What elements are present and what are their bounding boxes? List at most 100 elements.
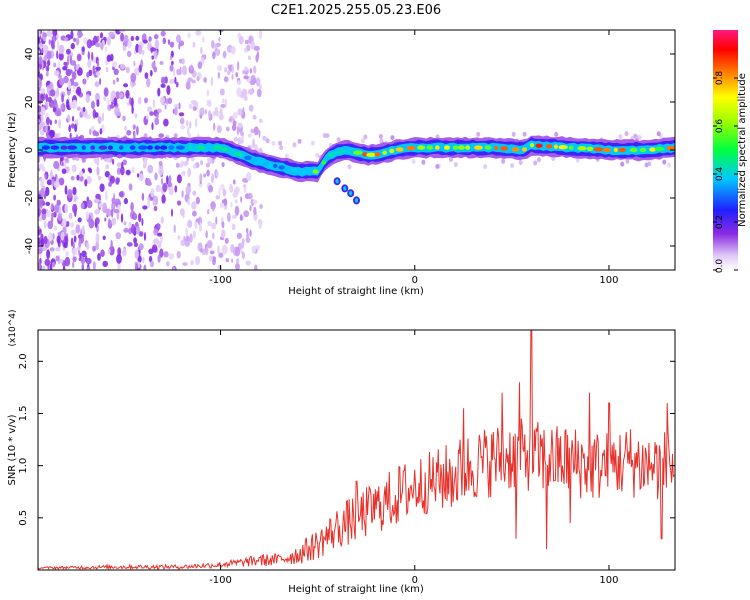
ridge-blob — [159, 145, 168, 150]
noise-speck — [106, 36, 111, 46]
noise-speck — [176, 250, 181, 259]
noise-speck — [141, 218, 144, 226]
top-x-ticks: -100 0 100 — [209, 30, 619, 286]
noise-speck — [103, 87, 109, 97]
noise-speck — [42, 44, 49, 53]
ridge-blob — [426, 145, 434, 150]
noise-speck — [63, 61, 68, 66]
noise-speck — [113, 209, 120, 214]
noise-speck — [68, 69, 73, 74]
noise-speck — [44, 174, 48, 180]
snr-frame — [37, 329, 676, 571]
noise-speck — [218, 36, 221, 42]
noise-speck — [215, 216, 218, 225]
noise-speck — [231, 214, 237, 219]
noise-speck — [53, 160, 60, 170]
noise-speck — [60, 231, 65, 241]
noise-speck — [51, 212, 55, 218]
noise-speck — [131, 105, 134, 115]
noise-speck — [53, 180, 60, 189]
noise-speck — [61, 161, 64, 167]
noise-speck — [131, 166, 135, 174]
noise-speck — [243, 210, 250, 218]
noise-speck — [158, 133, 164, 139]
noise-speck — [191, 201, 197, 210]
ridge-blob — [593, 147, 603, 152]
noise-speck — [141, 192, 145, 201]
noise-speck — [92, 245, 96, 252]
noise-speck — [647, 161, 652, 167]
noise-speck — [56, 50, 59, 60]
ridge-blob — [465, 145, 471, 150]
noise-speck — [51, 39, 55, 50]
noise-speck — [160, 96, 165, 104]
branch-core — [354, 198, 359, 203]
noise-speck — [80, 256, 86, 265]
noise-speck — [38, 262, 41, 270]
noise-speck — [157, 254, 161, 263]
ridge-blob — [283, 166, 293, 172]
noise-speck — [116, 162, 123, 168]
noise-speck — [120, 213, 124, 223]
noise-speck — [142, 49, 145, 56]
noise-speck — [147, 106, 153, 113]
noise-speck — [50, 216, 54, 223]
noise-speck — [256, 88, 262, 98]
noise-speck — [205, 162, 210, 168]
noise-speck — [200, 47, 203, 55]
noise-speck — [190, 64, 193, 71]
noise-speck — [170, 208, 174, 217]
noise-speck — [45, 186, 50, 197]
bottom-x-tick-label: 0 — [412, 575, 418, 586]
noise-speck — [249, 205, 252, 212]
noise-speck — [242, 107, 245, 114]
colorbar-tick-label: 0.6 — [715, 119, 725, 134]
noise-speck — [448, 157, 453, 162]
noise-speck — [133, 213, 138, 221]
noise-speck — [239, 214, 243, 221]
noise-speck — [70, 42, 76, 50]
noise-speck — [66, 221, 70, 227]
noise-speck — [217, 264, 223, 270]
ridge-blob — [304, 169, 310, 174]
noise-speck — [153, 228, 159, 236]
noise-speck — [199, 107, 205, 116]
ridge-blob — [129, 145, 136, 150]
noise-speck — [81, 46, 85, 53]
noise-speck — [122, 159, 128, 166]
noise-speck — [253, 45, 260, 52]
noise-speck — [215, 49, 221, 56]
noise-speck — [160, 216, 164, 224]
noise-speck — [75, 64, 79, 71]
noise-speck — [258, 30, 263, 40]
noise-speck — [40, 88, 46, 94]
noise-speck — [62, 218, 67, 228]
noise-speck — [207, 220, 212, 227]
noise-speck — [279, 145, 284, 151]
noise-speck — [46, 84, 50, 94]
ridge-blob — [374, 152, 381, 157]
bottom-x-tick-label: -100 — [209, 575, 232, 586]
noise-speck — [197, 61, 203, 70]
noise-speck — [230, 201, 233, 208]
noise-speck — [174, 76, 177, 84]
noise-speck — [310, 140, 315, 146]
noise-speck — [110, 208, 114, 218]
noise-speck — [100, 42, 104, 51]
noise-speck — [175, 81, 179, 88]
noise-speck — [138, 243, 144, 251]
noise-speck — [64, 256, 71, 267]
noise-speck — [68, 212, 73, 220]
noise-speck — [226, 126, 230, 132]
noise-speck — [86, 39, 93, 49]
noise-speck — [248, 55, 251, 61]
noise-speck — [435, 164, 440, 169]
noise-speck — [71, 164, 77, 173]
noise-speck — [160, 234, 163, 243]
noise-speck — [238, 35, 244, 45]
noise-speck — [47, 220, 53, 230]
noise-speck — [94, 112, 99, 118]
noise-speck — [157, 241, 162, 249]
noise-speck — [181, 190, 184, 198]
noise-speck — [116, 253, 122, 264]
